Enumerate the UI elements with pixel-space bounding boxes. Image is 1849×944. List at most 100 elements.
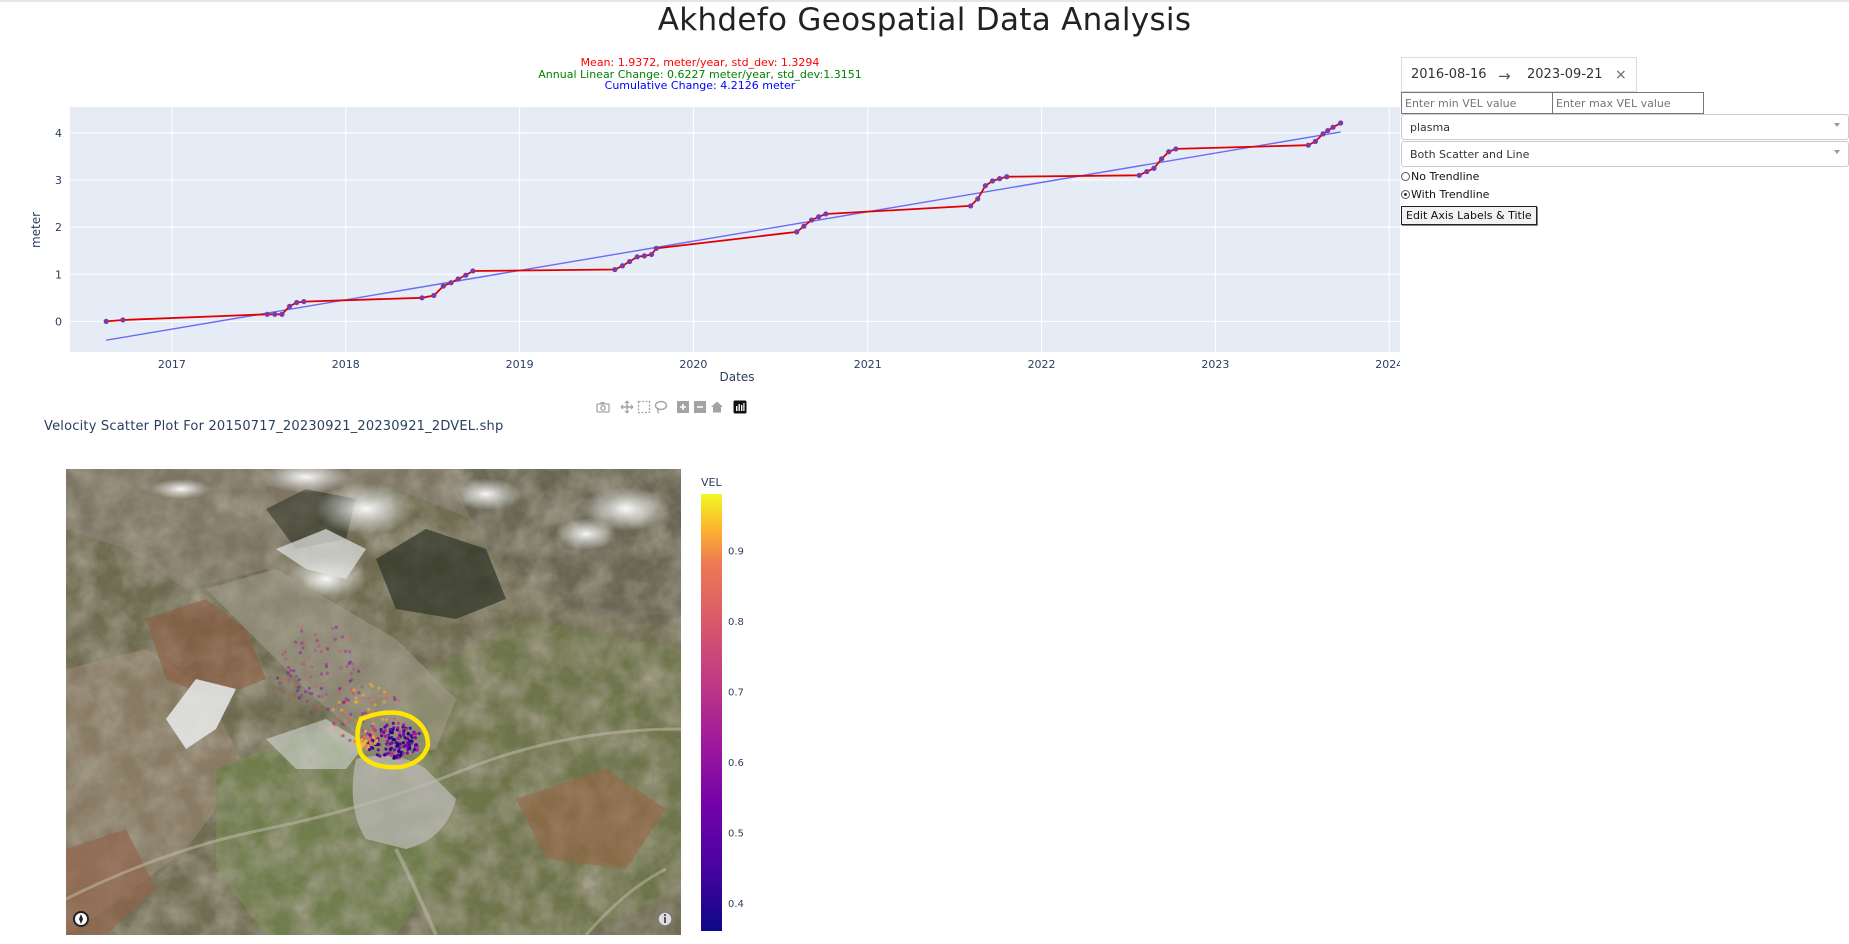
data-point[interactable] — [634, 254, 640, 260]
data-point[interactable] — [997, 176, 1003, 182]
zoom-out-icon[interactable] — [693, 400, 707, 414]
data-point[interactable] — [823, 211, 829, 217]
data-point[interactable] — [816, 214, 822, 220]
data-point[interactable] — [1338, 120, 1344, 126]
data-point[interactable] — [470, 268, 476, 274]
data-point[interactable] — [648, 251, 655, 258]
data-point[interactable] — [301, 298, 307, 305]
box-select-icon[interactable] — [637, 400, 651, 414]
data-point[interactable] — [279, 311, 285, 317]
scatter-point — [376, 748, 380, 752]
no-trendline-radio[interactable]: No Trendline — [1401, 170, 1479, 183]
data-point[interactable] — [627, 258, 633, 265]
scatter-point — [389, 750, 393, 754]
colorscale-dropdown[interactable]: plasma — [1401, 114, 1849, 140]
home-icon[interactable] — [710, 400, 724, 414]
data-point[interactable] — [448, 280, 454, 286]
data-point[interactable] — [1325, 127, 1331, 134]
data-point[interactable] — [989, 178, 996, 184]
data-point[interactable] — [272, 311, 278, 317]
timeseries-chart[interactable]: 2017 2018 2019 2020 2021 2022 2023 2024 0 1 2 3 4 Da… — [0, 55, 1400, 395]
scatter-point — [378, 754, 382, 758]
data-point[interactable] — [1144, 168, 1150, 175]
data-point[interactable] — [1305, 142, 1311, 148]
scatter-point — [286, 666, 291, 670]
radio-selected-icon[interactable] — [1401, 190, 1410, 199]
data-point[interactable] — [120, 317, 126, 323]
plot-area[interactable] — [70, 107, 1400, 352]
data-point[interactable] — [1166, 149, 1172, 155]
data-point[interactable] — [612, 266, 618, 273]
data-point[interactable] — [975, 196, 981, 202]
data-point[interactable] — [641, 253, 647, 259]
edit-axis-labels-button[interactable]: Edit Axis Labels & Title — [1401, 206, 1537, 225]
data-point[interactable] — [1320, 131, 1326, 137]
scatter-point — [337, 691, 341, 695]
data-point[interactable] — [455, 276, 461, 282]
plotly-logo-icon[interactable] — [733, 400, 747, 414]
data-point[interactable] — [264, 311, 270, 317]
data-point[interactable] — [808, 217, 815, 223]
scatter-point — [413, 736, 417, 740]
data-point[interactable] — [1173, 146, 1179, 152]
zoom-in-icon[interactable] — [676, 400, 690, 414]
scatter-point — [287, 678, 291, 682]
scatter-point — [338, 686, 342, 690]
scatter-point — [310, 692, 314, 696]
data-point[interactable] — [1004, 174, 1010, 180]
scatter-point — [319, 649, 323, 654]
plot-type-dropdown[interactable]: Both Scatter and Line — [1401, 141, 1849, 167]
start-date[interactable]: 2016-08-16 — [1411, 67, 1487, 82]
velocity-map[interactable] — [66, 469, 681, 935]
min-vel-input[interactable] — [1401, 92, 1553, 114]
scatter-point — [388, 747, 392, 751]
data-point[interactable] — [968, 203, 974, 209]
scatter-point — [396, 743, 400, 747]
pan-icon[interactable] — [620, 400, 634, 414]
data-point[interactable] — [801, 223, 807, 229]
scatter-point — [401, 725, 405, 729]
data-point[interactable] — [463, 272, 469, 278]
scatter-point — [344, 683, 348, 687]
trendline[interactable] — [106, 131, 1341, 341]
scatter-point — [391, 721, 395, 725]
data-point[interactable] — [794, 229, 800, 235]
data-point[interactable] — [653, 245, 659, 251]
end-date[interactable]: 2023-09-21 — [1527, 67, 1603, 82]
chevron-down-icon — [1834, 123, 1840, 127]
data-point[interactable] — [103, 318, 109, 324]
colorscale-value: plasma — [1410, 121, 1450, 134]
scatter-point — [414, 743, 419, 747]
data-point[interactable] — [982, 183, 988, 189]
scatter-point — [307, 656, 311, 660]
lasso-icon[interactable] — [654, 400, 668, 414]
max-vel-input[interactable] — [1552, 92, 1704, 114]
data-point[interactable] — [431, 292, 437, 299]
scatter-point — [343, 700, 347, 704]
top-border — [0, 0, 1849, 2]
data-point[interactable] — [1312, 138, 1319, 144]
data-point[interactable] — [1136, 172, 1142, 178]
clear-icon[interactable]: × — [1615, 67, 1627, 83]
compass-icon[interactable] — [73, 911, 89, 927]
radio-icon[interactable] — [1401, 172, 1410, 181]
data-point[interactable] — [1330, 124, 1336, 130]
velocity-scatter-points — [275, 625, 421, 760]
data-point[interactable] — [286, 303, 293, 309]
x-tick-label: 2017 — [158, 358, 186, 371]
with-trendline-radio[interactable]: With Trendline — [1401, 188, 1489, 201]
data-point[interactable] — [1151, 165, 1157, 171]
scatter-point — [319, 672, 324, 676]
scatter-point — [371, 735, 375, 739]
data-point[interactable] — [1158, 156, 1165, 162]
camera-icon[interactable] — [596, 400, 610, 414]
scatter-point — [388, 693, 392, 697]
date-range-picker[interactable]: 2016-08-16 → 2023-09-21 × — [1401, 57, 1637, 92]
data-point[interactable] — [619, 263, 626, 269]
scatter-point — [402, 730, 406, 735]
data-point[interactable] — [440, 283, 446, 289]
data-point[interactable] — [294, 299, 300, 306]
data-point[interactable] — [419, 295, 425, 301]
info-icon[interactable] — [657, 911, 673, 927]
x-tick-label: 2020 — [679, 358, 707, 371]
